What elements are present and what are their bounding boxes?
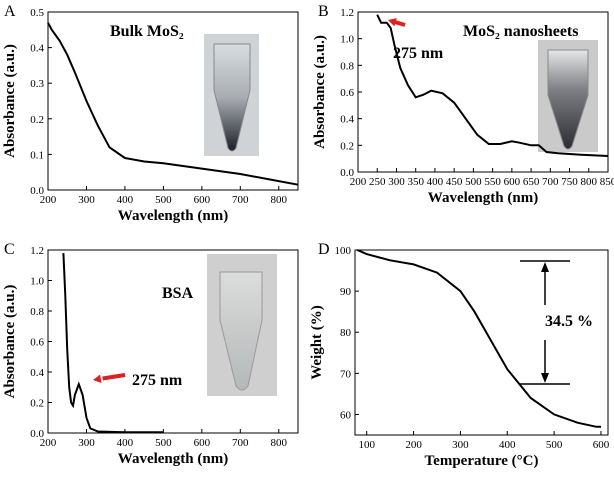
x-tick-label: 500 (465, 176, 482, 188)
x-tick-label: 700 (232, 194, 249, 206)
annotation: 34.5 % (545, 313, 593, 330)
panel-label: B (318, 3, 329, 20)
arrow-up-head (541, 262, 549, 272)
x-axis-label: Wavelength (nm) (118, 451, 228, 467)
photo-bulk (204, 34, 259, 156)
y-tick-label: 0.6 (30, 337, 44, 349)
x-tick-label: 500 (546, 439, 563, 451)
y-tick-label: 70 (340, 368, 352, 380)
x-tick-label: 800 (271, 437, 288, 449)
x-tick-label: 300 (78, 437, 95, 449)
y-tick-label: 1.0 (30, 276, 44, 288)
annotation: Bulk MoS₂ (110, 23, 184, 40)
y-tick-label: 0.0 (30, 185, 44, 197)
y-tick-label: 0.1 (30, 149, 44, 161)
data-line (62, 253, 164, 434)
annotation: MoS₂ nanosheets (463, 23, 578, 40)
data-line (376, 14, 609, 157)
photo-bsa (207, 254, 277, 396)
x-tick-label: 200 (405, 439, 422, 451)
y-tick-label: 1.2 (340, 7, 354, 19)
y-tick-label: 60 (340, 409, 352, 421)
y-tick-label: 0.8 (30, 306, 44, 318)
arrow-shaft (102, 373, 126, 381)
x-tick-label: 750 (561, 176, 578, 188)
panel-label: D (318, 241, 330, 258)
y-tick-label: 0.0 (340, 167, 354, 179)
panel-label: C (4, 241, 15, 258)
x-tick-label: 600 (194, 194, 211, 206)
x-tick-label: 400 (117, 194, 134, 206)
y-tick-label: 100 (335, 245, 352, 257)
x-tick-label: 200 (350, 176, 367, 188)
y-tick-label: 0.6 (340, 87, 354, 99)
x-tick-label: 400 (117, 437, 134, 449)
y-tick-label: 0.2 (340, 140, 354, 152)
x-tick-label: 300 (452, 439, 469, 451)
x-axis-label: Wavelength (nm) (118, 208, 228, 224)
y-tick-label: 0.8 (340, 60, 354, 72)
x-tick-label: 200 (40, 194, 57, 206)
x-axis-label: Wavelength (nm) (428, 190, 538, 206)
x-tick-label: 300 (78, 194, 95, 206)
peak-label: 275 nm (393, 45, 444, 62)
x-tick-label: 300 (388, 176, 405, 188)
x-tick-label: 100 (358, 439, 375, 451)
x-tick-label: 400 (427, 176, 444, 188)
y-axis-label: Absorbance (a.u.) (2, 285, 18, 399)
y-tick-label: 80 (340, 327, 352, 339)
x-tick-label: 600 (194, 437, 211, 449)
plot-frame (354, 249, 609, 436)
arrow-head (388, 18, 397, 27)
y-tick-label: 90 (340, 286, 352, 298)
y-tick-label: 0.2 (30, 398, 44, 410)
data-line (47, 22, 299, 186)
x-tick-label: 400 (499, 439, 516, 451)
x-tick-label: 850 (600, 176, 614, 188)
y-tick-label: 0.4 (30, 367, 44, 379)
x-tick-label: 600 (504, 176, 521, 188)
y-axis-label: Weight (%) (309, 305, 325, 380)
x-tick-label: 350 (407, 176, 424, 188)
y-tick-label: 0.0 (30, 428, 44, 440)
x-tick-label: 800 (271, 194, 288, 206)
x-tick-label: 550 (484, 176, 501, 188)
annotation: BSA (162, 285, 194, 302)
y-tick-label: 0.3 (30, 78, 44, 90)
x-tick-label: 500 (155, 194, 172, 206)
y-tick-label: 0.4 (30, 43, 44, 55)
x-tick-label: 600 (593, 439, 610, 451)
x-tick-label: 450 (446, 176, 463, 188)
arrow-down-head (541, 373, 549, 383)
y-axis-label: Absorbance (a.u.) (312, 35, 328, 149)
x-tick-label: 250 (369, 176, 386, 188)
x-tick-label: 700 (232, 437, 249, 449)
x-tick-label: 800 (581, 176, 598, 188)
y-tick-label: 0.4 (340, 114, 354, 126)
y-tick-label: 0.5 (30, 7, 44, 19)
y-tick-label: 1.2 (30, 245, 44, 257)
arrow-head (93, 374, 102, 384)
y-tick-label: 0.2 (30, 114, 44, 126)
x-tick-label: 650 (523, 176, 540, 188)
photo-nanosheets (538, 40, 598, 152)
x-tick-label: 200 (40, 437, 57, 449)
x-tick-label: 500 (155, 437, 172, 449)
y-axis-label: Absorbance (a.u.) (2, 44, 18, 158)
plot-frame (47, 11, 299, 191)
x-axis-label: Temperature (°C) (425, 453, 539, 469)
peak-label: 275 nm (132, 372, 183, 389)
x-tick-label: 700 (542, 176, 559, 188)
y-tick-label: 1.0 (340, 34, 354, 46)
data-line (356, 249, 601, 428)
panel-label: A (4, 3, 16, 20)
